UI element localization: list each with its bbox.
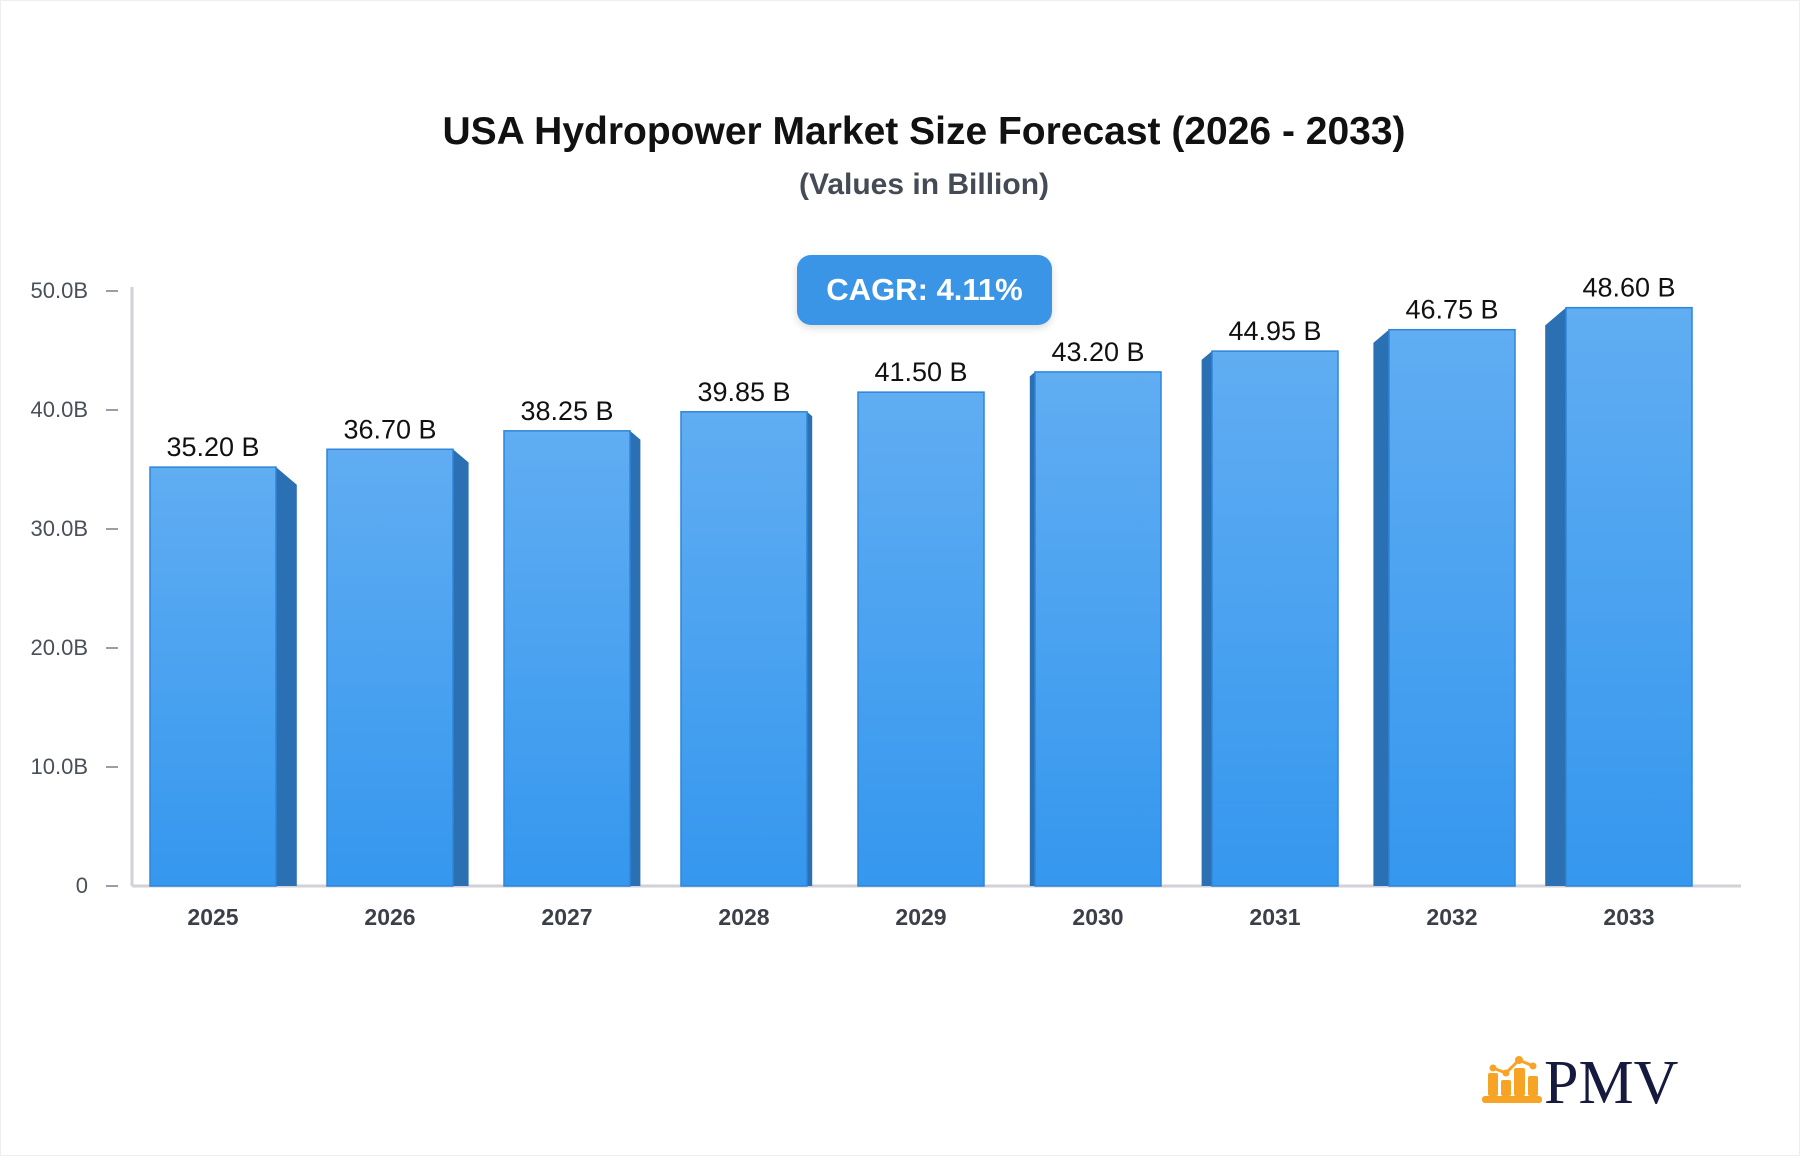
bar-side [453,449,469,886]
chart-title: USA Hydropower Market Size Forecast (202… [442,110,1406,153]
bar-side [1373,329,1389,886]
data-label: 39.85 B [697,377,790,407]
data-label: 38.25 B [520,396,613,426]
bar [503,430,631,887]
y-tick-label: 30.0B [31,516,89,541]
logo-chart-icon: PMV [1482,1049,1679,1117]
x-tick-label: 2030 [1072,904,1123,930]
x-tick-label: 2032 [1426,904,1477,930]
x-tick-label: 2033 [1603,904,1654,930]
x-tick-label: 2029 [895,904,946,930]
logo-text: PMV [1544,1049,1679,1110]
pmv-logo: PMV [1480,1040,1700,1117]
bar-side [807,411,813,886]
chart-subtitle: (Values in Billion) [798,168,1050,201]
bar [857,391,985,887]
data-label: 36.70 B [343,414,436,444]
bar [326,448,454,887]
y-tick-label: 50.0B [31,278,89,303]
data-label: 44.95 B [1228,316,1321,346]
cagr-badge: CAGR: 4.11% [797,255,1052,325]
y-tick-label: 0 [76,873,88,898]
bar [680,411,808,887]
x-tick-label: 2025 [187,904,238,930]
bar-side [276,467,297,886]
bar-side [1201,351,1212,887]
y-tick-label: 20.0B [31,635,89,660]
data-label: 43.20 B [1051,337,1144,367]
data-label: 35.20 B [166,432,259,462]
bar-side [1545,307,1566,886]
data-label: 41.50 B [874,357,967,387]
y-tick-label: 40.0B [31,397,89,422]
bar [1565,306,1693,887]
bar [149,466,277,887]
bar [1211,350,1339,887]
bar-side [630,430,641,886]
x-tick-label: 2028 [718,904,769,930]
data-label: 48.60 B [1582,273,1675,303]
x-tick-label: 2027 [541,904,592,930]
y-tick-label: 10.0B [31,754,89,779]
data-label: 46.75 B [1405,295,1498,325]
x-tick-label: 2031 [1249,904,1300,930]
bar [1388,328,1516,887]
bar-side [1029,371,1035,886]
x-tick-label: 2026 [364,904,415,930]
bar [1034,371,1162,887]
